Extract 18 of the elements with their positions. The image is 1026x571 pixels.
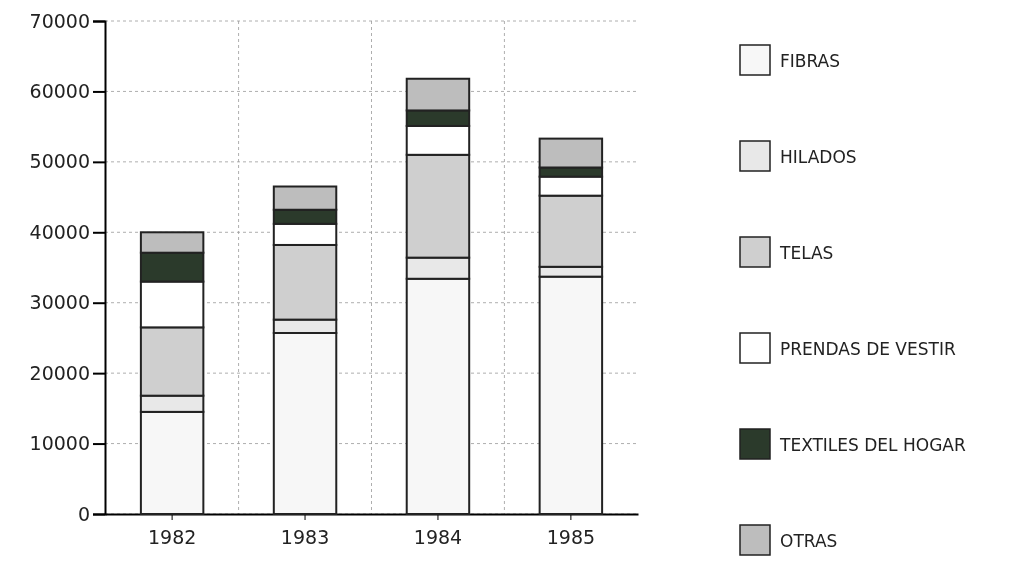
legend-label: HILADOS (780, 147, 857, 167)
x-tick-label: 1982 (147, 525, 197, 548)
legend-label: OTRAS (780, 531, 838, 551)
y-tick-label: 0 (77, 502, 90, 525)
y-tick-label: 60000 (29, 80, 90, 103)
y-tick-label: 50000 (29, 150, 90, 173)
legend-label: PRENDAS DE VESTIR (780, 339, 956, 359)
legend-label: TEXTILES DEL HOGAR (779, 435, 966, 455)
x-tick-label: 1985 (546, 525, 596, 548)
x-tick-label: 1984 (413, 525, 463, 548)
y-tick-label: 20000 (29, 361, 90, 384)
legend-label: FIBRAS (780, 51, 840, 71)
legend-label: TELAS (779, 243, 834, 263)
y-tick-label: 30000 (29, 291, 90, 314)
y-tick-label: 40000 (29, 220, 90, 243)
x-tick-label: 1983 (280, 525, 330, 548)
y-tick-label: 70000 (29, 9, 90, 32)
y-tick-label: 10000 (29, 432, 90, 455)
